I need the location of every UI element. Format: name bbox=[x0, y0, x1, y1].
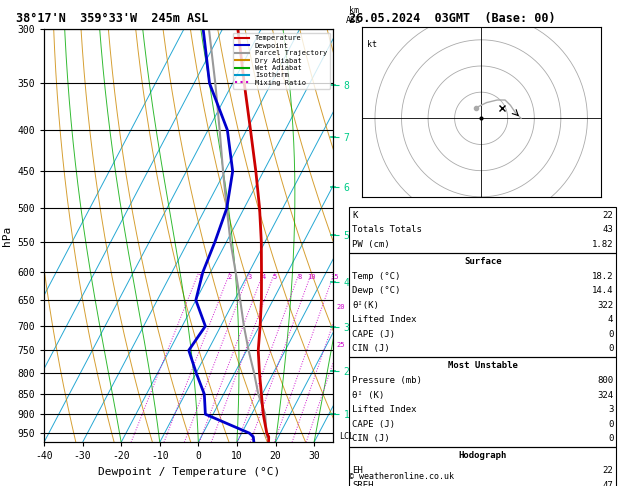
X-axis label: Dewpoint / Temperature (°C): Dewpoint / Temperature (°C) bbox=[97, 467, 280, 477]
Text: Most Unstable: Most Unstable bbox=[448, 362, 518, 370]
Text: 26.05.2024  03GMT  (Base: 00): 26.05.2024 03GMT (Base: 00) bbox=[349, 12, 555, 25]
Text: 47: 47 bbox=[603, 481, 613, 486]
Text: K: K bbox=[352, 211, 358, 220]
Y-axis label: hPa: hPa bbox=[2, 226, 12, 246]
Text: 0: 0 bbox=[608, 345, 613, 353]
Text: PW (cm): PW (cm) bbox=[352, 240, 390, 249]
Text: 14.4: 14.4 bbox=[592, 286, 613, 295]
Text: Dewp (°C): Dewp (°C) bbox=[352, 286, 401, 295]
Text: 22: 22 bbox=[603, 466, 613, 475]
Text: CIN (J): CIN (J) bbox=[352, 345, 390, 353]
Text: 4: 4 bbox=[262, 274, 265, 280]
Text: Hodograph: Hodograph bbox=[459, 451, 507, 460]
Text: 0: 0 bbox=[608, 420, 613, 429]
Text: 4: 4 bbox=[608, 315, 613, 324]
Text: km
ASL: km ASL bbox=[346, 6, 361, 25]
Text: 1: 1 bbox=[197, 274, 201, 280]
Text: 43: 43 bbox=[603, 226, 613, 234]
Text: 22: 22 bbox=[603, 211, 613, 220]
Text: CAPE (J): CAPE (J) bbox=[352, 420, 395, 429]
Text: kt: kt bbox=[367, 40, 377, 49]
Text: θᴵ (K): θᴵ (K) bbox=[352, 391, 384, 399]
Text: 18.2: 18.2 bbox=[592, 272, 613, 280]
Text: 3: 3 bbox=[608, 405, 613, 414]
Text: Totals Totals: Totals Totals bbox=[352, 226, 422, 234]
Text: LCL: LCL bbox=[339, 433, 354, 441]
Text: Lifted Index: Lifted Index bbox=[352, 315, 417, 324]
Text: CAPE (J): CAPE (J) bbox=[352, 330, 395, 339]
Text: 1.82: 1.82 bbox=[592, 240, 613, 249]
Text: 322: 322 bbox=[597, 301, 613, 310]
Text: © weatheronline.co.uk: © weatheronline.co.uk bbox=[349, 472, 454, 481]
Text: Lifted Index: Lifted Index bbox=[352, 405, 417, 414]
Text: 0: 0 bbox=[608, 434, 613, 443]
Text: 0: 0 bbox=[608, 330, 613, 339]
Text: 20: 20 bbox=[337, 304, 345, 310]
Text: 324: 324 bbox=[597, 391, 613, 399]
Text: 8: 8 bbox=[298, 274, 302, 280]
Text: Pressure (mb): Pressure (mb) bbox=[352, 376, 422, 385]
Text: 10: 10 bbox=[308, 274, 316, 280]
Text: 800: 800 bbox=[597, 376, 613, 385]
Text: 5: 5 bbox=[273, 274, 277, 280]
Text: SREH: SREH bbox=[352, 481, 374, 486]
Text: 25: 25 bbox=[337, 342, 345, 348]
Text: EH: EH bbox=[352, 466, 363, 475]
Legend: Temperature, Dewpoint, Parcel Trajectory, Dry Adiabat, Wet Adiabat, Isotherm, Mi: Temperature, Dewpoint, Parcel Trajectory… bbox=[233, 33, 330, 88]
Text: Surface: Surface bbox=[464, 257, 501, 266]
Text: 38°17'N  359°33'W  245m ASL: 38°17'N 359°33'W 245m ASL bbox=[16, 12, 208, 25]
Text: 3: 3 bbox=[247, 274, 252, 280]
Text: Temp (°C): Temp (°C) bbox=[352, 272, 401, 280]
Text: CIN (J): CIN (J) bbox=[352, 434, 390, 443]
Text: 15: 15 bbox=[330, 274, 339, 280]
Text: 2: 2 bbox=[228, 274, 232, 280]
Text: θᴵ(K): θᴵ(K) bbox=[352, 301, 379, 310]
